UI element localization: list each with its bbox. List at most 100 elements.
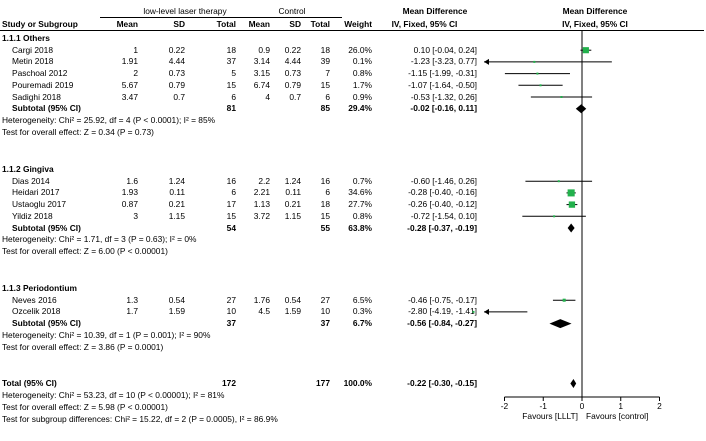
subtotal-ctl-total: 85 [320,103,330,114]
exp-total: 5 [231,68,236,79]
ctl-mean: 0.9 [258,44,270,55]
subtotal-ctl-total: 55 [320,222,330,233]
exp-sd: 0.79 [168,79,185,90]
exp-mean: 1.7 [126,306,138,317]
exp-total: 15 [226,79,236,90]
exp-mean-header: Mean [116,19,138,29]
exp-mean: 1 [133,44,138,55]
ctl-sd: 1.15 [284,210,301,221]
total-heterogeneity: Heterogeneity: Chi² = 53.23, df = 10 (P … [2,390,225,400]
total-overall-effect: Test for overall effect: Z = 5.98 (P < 0… [2,402,168,412]
ctl-mean: 1.13 [253,199,270,210]
total-label: Total (95% CI) [2,378,57,388]
study-name: Yildiz 2018 [12,210,53,221]
study-point [562,298,566,302]
study-ci: -0.60 [-1.46, 0.26] [410,175,477,186]
study-weight: 0.9% [352,91,372,102]
exp-total: 10 [226,306,236,317]
x-tick-label: -2 [500,401,509,411]
exp-group-underline [100,17,270,18]
ctl-group-underline [270,17,342,18]
study-name: Pouremadi 2019 [12,79,74,90]
study-2-1-arrow-left [484,308,489,315]
study-ci: -0.26 [-0.40, -0.12] [408,199,477,210]
subtotal-ci: -0.56 [-0.84, -0.27] [407,318,477,329]
study-name: Cargi 2018 [12,44,53,55]
study-name: Ozcelik 2018 [12,306,61,317]
study-weight: 0.8% [352,210,372,221]
study-ci: -2.80 [-4.19, -1.41] [408,306,477,317]
ctl-sd: 4.44 [284,56,301,67]
ctl-mean: 6.74 [253,79,270,90]
study-weight: 27.7% [348,199,372,210]
subgroup-overall-effect: Test for overall effect: Z = 3.86 (P = 0… [2,341,164,352]
study-weight: 0.3% [352,306,372,317]
favours-left-label: Favours [LLLT] [522,411,578,421]
exp-total: 27 [226,294,236,305]
ctl-sd: 1.24 [284,175,301,186]
subgroup-title: 1.1.3 Periodontium [2,283,77,293]
subgroup-title: 1.1.2 Gingiva [2,164,54,174]
study-point [582,47,589,54]
ctl-mean-header: Mean [248,19,270,29]
ctl-mean: 4 [265,91,270,102]
subtotal-exp-total: 54 [226,222,236,233]
exp-total: 15 [226,210,236,221]
total-exp-total: 172 [222,378,236,388]
x-tick-label: 0 [579,401,585,411]
favours-right-label: Favours [control] [586,411,649,421]
ctl-sd: 0.11 [285,187,301,198]
study-weight: 1.7% [352,79,372,90]
header-rule [0,30,704,31]
ctl-sd: 0.54 [284,294,301,305]
exp-mean: 1.3 [126,294,138,305]
ctl-mean: 1.76 [253,294,270,305]
study-ci: -0.72 [-1.54, 0.10] [410,210,477,221]
subtotal-weight: 63.8% [348,222,372,233]
total-weight: 100.0% [343,378,372,388]
exp-total: 37 [226,56,236,67]
ctl-total: 7 [325,68,330,79]
study-name: Neves 2016 [12,294,57,305]
ctl-sd-header: SD [289,19,301,29]
exp-sd: 0.21 [168,199,185,210]
exp-mean: 1.91 [121,56,138,67]
study-weight: 0.8% [352,68,372,79]
study-weight: 0.7% [352,175,372,186]
ctl-mean: 3.72 [253,210,270,221]
study-point [539,84,542,87]
study-name: Dias 2014 [12,175,50,186]
ctl-mean: 3.15 [253,68,270,79]
exp-sd: 1.15 [168,210,185,221]
exp-sd: 0.7 [173,91,185,102]
study-0-1-arrow-left [484,58,489,65]
subtotal-ci: -0.28 [-0.37, -0.19] [407,222,477,233]
subtotal-weight: 29.4% [348,103,372,114]
exp-total-header: Total [216,19,236,29]
study-weight: 6.5% [352,294,372,305]
subtotal-diamond [549,319,572,329]
study-name: Paschoal 2012 [12,68,68,79]
ctl-sd: 0.21 [284,199,301,210]
exp-mean: 2 [133,68,138,79]
exp-group-header: low-level laser therapy [143,6,227,16]
exp-sd: 1.59 [168,306,185,317]
ctl-total: 18 [320,44,330,55]
study-point [536,72,539,75]
exp-total: 18 [226,44,236,55]
exp-total: 16 [226,175,236,186]
x-tick-label: 1 [618,401,624,411]
study-name: Heidari 2017 [12,187,60,198]
exp-mean: 0.87 [121,199,138,210]
subtotal-diamond [575,104,587,114]
study-ci: -0.53 [-1.32, 0.26] [410,91,477,102]
subgroup-heterogeneity: Heterogeneity: Chi² = 10.39, df = 1 (P =… [2,329,211,340]
exp-sd: 0.54 [168,294,185,305]
study-ci: -1.07 [-1.64, -0.50] [408,79,477,90]
exp-sd: 1.24 [168,175,185,186]
x-tick-label: 2 [657,401,662,411]
exp-mean: 3.47 [121,91,138,102]
exp-mean: 1.6 [126,175,138,186]
subtotal-label: Subtotal (95% CI) [12,318,81,329]
ctl-sd: 0.79 [284,79,301,90]
